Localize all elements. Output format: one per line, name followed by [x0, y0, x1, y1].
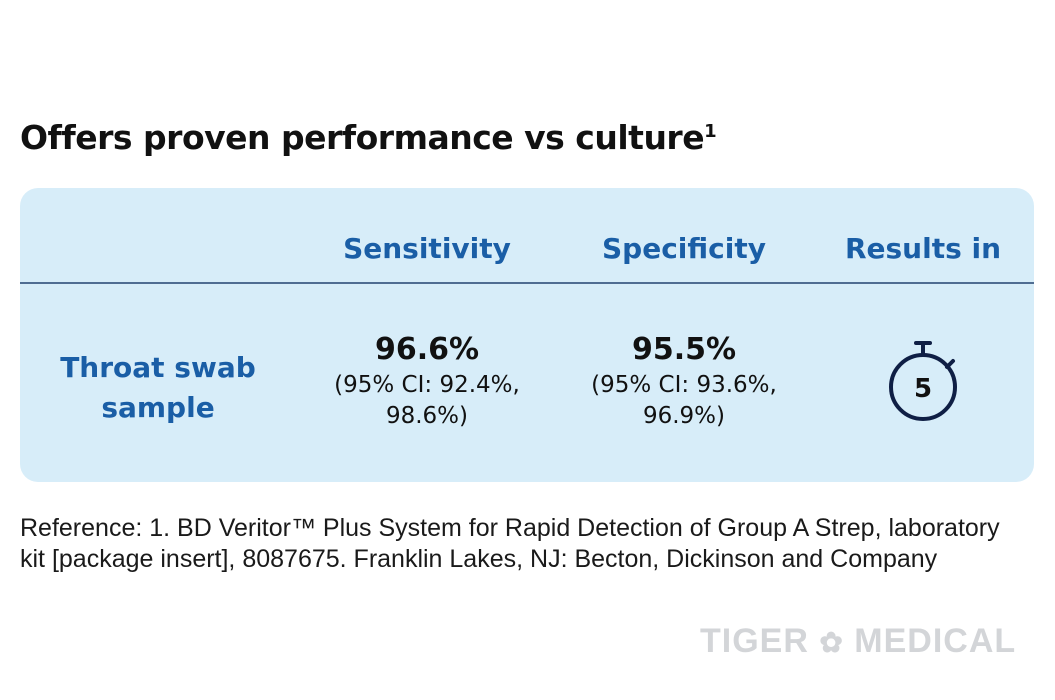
- reference-text: Reference: 1. BD Veritor™ Plus System fo…: [20, 514, 1000, 573]
- page-title: Offers proven performance vs culture1: [20, 118, 717, 157]
- header-sensitivity: Sensitivity: [343, 232, 511, 265]
- header-specificity: Specificity: [602, 232, 766, 265]
- footnote-marker: 1: [704, 121, 717, 142]
- row-label: Throat swab sample: [60, 351, 256, 424]
- sensitivity-cell: 96.6% (95% CI: 92.4%, 98.6%): [334, 332, 520, 429]
- performance-table: Sensitivity Specificity Results in Throa…: [20, 188, 1034, 482]
- watermark-logo: TIGER ✿ MEDICAL: [700, 622, 1017, 660]
- header-divider: [20, 282, 1034, 284]
- header-results-in: Results in: [844, 232, 1002, 265]
- stopwatch-icon: 5: [889, 341, 957, 421]
- specificity-cell: 95.5% (95% CI: 93.6%, 96.9%): [591, 332, 777, 429]
- results-minutes: 5: [914, 374, 932, 404]
